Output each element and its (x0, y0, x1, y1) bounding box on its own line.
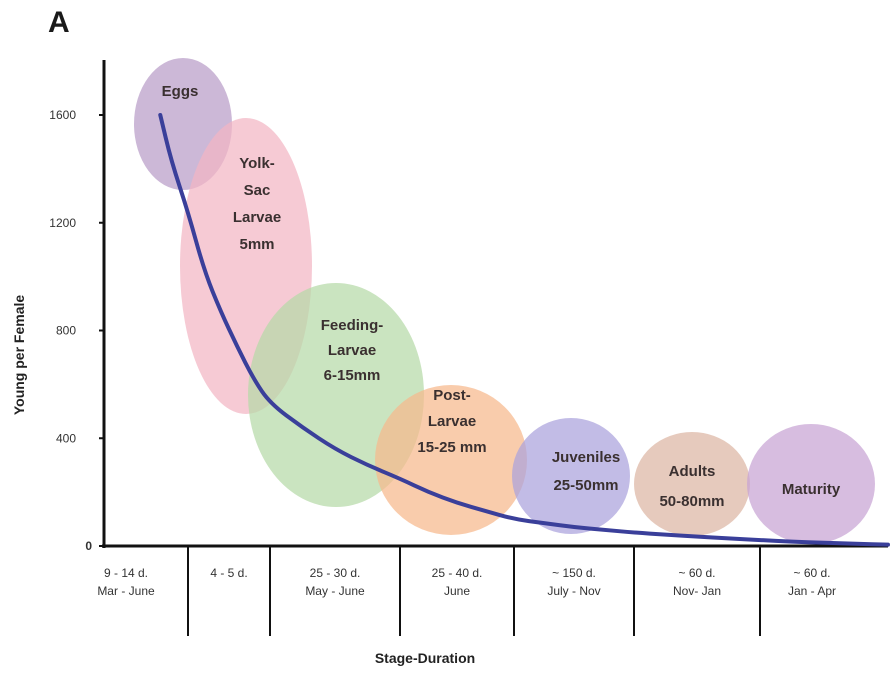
stage-label: Eggs (162, 83, 199, 100)
stage-label: Feeding- (321, 317, 384, 334)
duration-label: ~ 60 d. (678, 566, 715, 580)
stage-labels: Eggs Yolk- Sac Larvae 5mm Feeding- Larvae 6-15m… (162, 83, 841, 510)
stage-label: Adults (669, 463, 716, 480)
survival-curve (158, 113, 890, 547)
panel-letter: A (48, 6, 70, 39)
stage-bubble (747, 424, 875, 544)
duration-label: 25 - 40 d. (432, 566, 483, 580)
stage-bubble (634, 432, 750, 536)
x-axis-label: Stage-Duration (375, 650, 475, 666)
stage-label: Yolk- (239, 155, 275, 172)
stage-bubbles (134, 58, 875, 544)
axes: 0 400 800 1200 1600 9 - 14 d. Mar - June 4 - 5 … (49, 60, 888, 636)
duration-label: 25 - 30 d. (310, 566, 361, 580)
stage-label: Post- (433, 387, 471, 404)
stage-label: Maturity (782, 481, 841, 498)
duration-label: Nov- Jan (673, 584, 721, 598)
stage-bubble (375, 385, 527, 535)
stage-label: 15-25 mm (417, 439, 486, 456)
duration-label: 4 - 5 d. (210, 566, 247, 580)
y-tick-label: 400 (56, 431, 76, 445)
y-tick-label: 1200 (49, 216, 76, 230)
y-axis-label: Young per Female (11, 295, 27, 416)
duration-label: 9 - 14 d. (104, 566, 148, 580)
stage-label: 5mm (239, 236, 274, 253)
y-tick-label: 800 (56, 324, 76, 338)
y-tick-label: 1600 (49, 108, 76, 122)
stage-label: 6-15mm (324, 367, 381, 384)
stage-label: Larvae (428, 413, 476, 430)
survival-line (158, 113, 890, 547)
y-tick-label: 0 (85, 539, 92, 553)
stage-label: 50-80mm (659, 493, 724, 510)
duration-label: Mar - June (97, 584, 155, 598)
stage-label: 25-50mm (553, 477, 618, 494)
duration-label: June (444, 584, 470, 598)
stage-label: Sac (244, 182, 271, 199)
duration-label: ~ 60 d. (793, 566, 830, 580)
duration-label: ~ 150 d. (552, 566, 596, 580)
duration-label: July - Nov (547, 584, 600, 598)
stage-label: Juveniles (552, 449, 620, 466)
duration-label: May - June (305, 584, 365, 598)
stage-label: Larvae (233, 209, 281, 226)
stage-bubble (512, 418, 630, 534)
stage-label: Larvae (328, 342, 376, 359)
duration-label: Jan - Apr (788, 584, 836, 598)
